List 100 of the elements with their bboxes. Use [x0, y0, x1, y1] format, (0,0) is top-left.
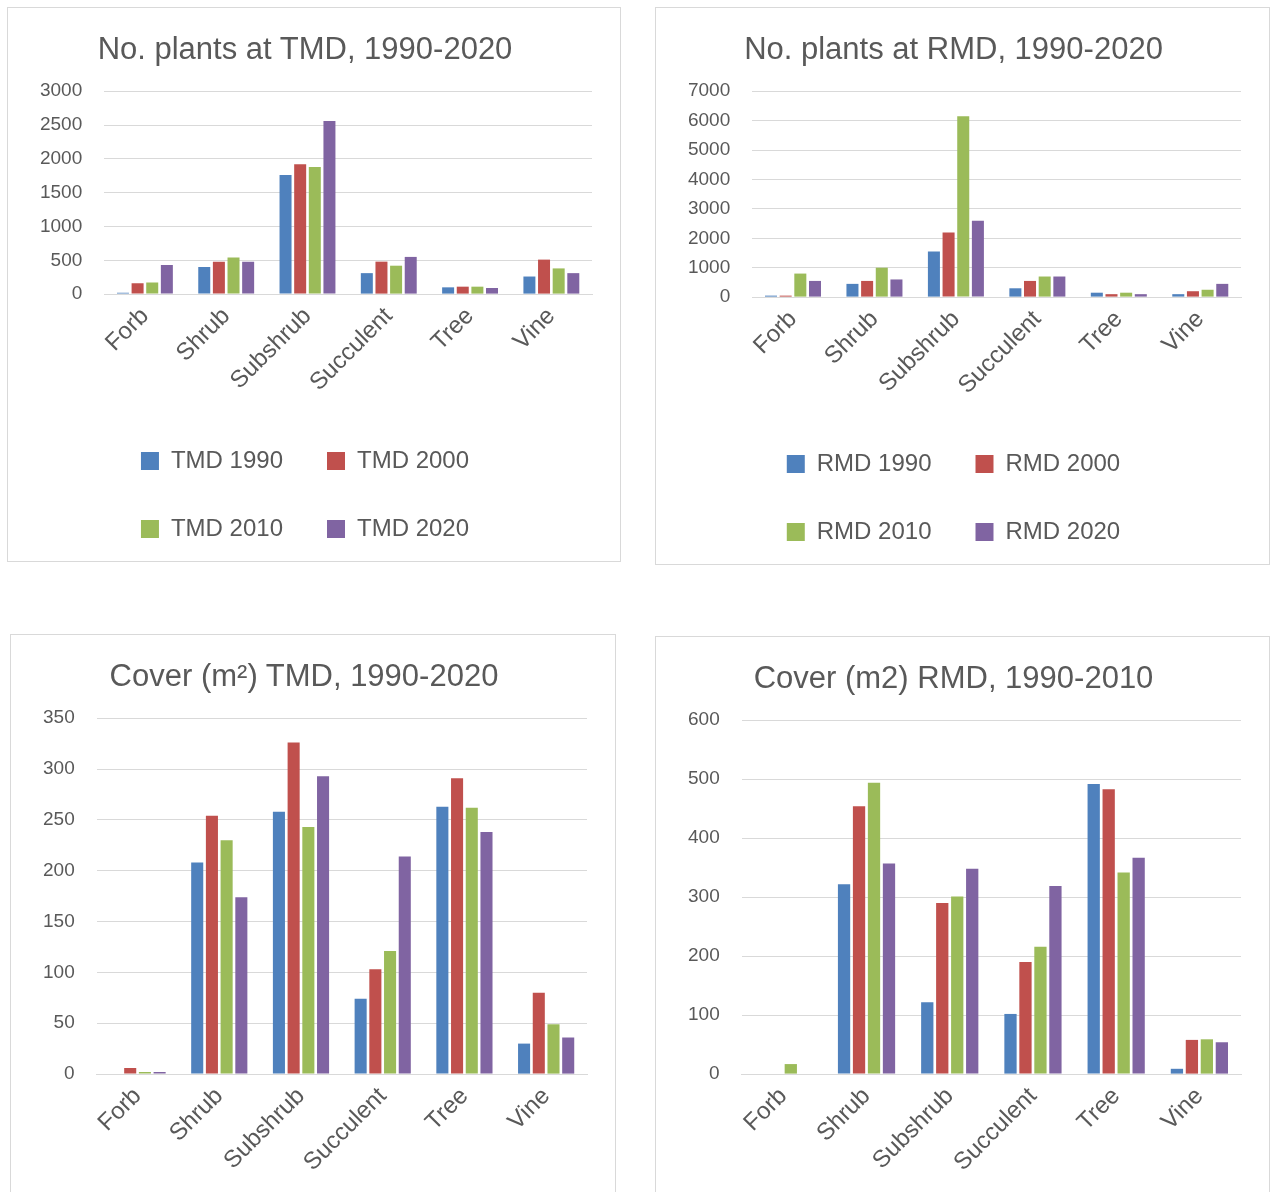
bar	[124, 1068, 137, 1074]
y-tick-label: 150	[43, 909, 75, 931]
bar	[272, 811, 285, 1074]
y-tick-label: 600	[688, 708, 720, 730]
bar	[398, 856, 411, 1074]
bar	[354, 998, 367, 1074]
y-tick-label: 0	[709, 1062, 720, 1084]
bar	[846, 283, 859, 297]
bar	[442, 287, 455, 294]
y-tick-label: 200	[43, 858, 75, 880]
bar	[936, 903, 949, 1074]
bar	[523, 276, 536, 294]
y-tick-label: 500	[50, 248, 83, 270]
y-tick-label: 500	[688, 767, 720, 789]
y-tick-label: 250	[43, 808, 75, 830]
y-tick-label: 200	[688, 944, 720, 966]
bar	[784, 1064, 797, 1074]
bar	[567, 273, 580, 294]
chart-title: No. plants at TMD, 1990-2020	[97, 31, 513, 67]
bar	[384, 951, 397, 1074]
bar	[942, 232, 955, 297]
bar	[360, 273, 373, 294]
bar	[1049, 885, 1062, 1074]
legend-label: RMD 1990	[816, 448, 932, 476]
bar	[927, 251, 940, 297]
bar	[852, 806, 866, 1074]
y-tick-label: 350	[43, 706, 75, 728]
bar	[1105, 294, 1118, 297]
bar	[131, 283, 144, 294]
bar	[235, 897, 248, 1074]
x-tick-label: Vine	[506, 301, 560, 355]
bar	[1053, 276, 1066, 297]
x-tick-label: Tree	[1073, 304, 1128, 358]
y-tick-label: 1000	[39, 214, 83, 236]
x-tick-label: Tree	[419, 1081, 473, 1135]
legend-label: RMD 2010	[816, 516, 932, 544]
legend-label: TMD 2020	[357, 513, 470, 541]
bar	[1134, 294, 1147, 297]
bar	[1009, 288, 1022, 297]
bar	[375, 261, 388, 294]
y-tick-label: 3000	[39, 79, 83, 101]
bar	[971, 220, 984, 297]
bar	[921, 1002, 934, 1074]
y-tick-label: 50	[53, 1011, 75, 1033]
bar	[1034, 946, 1047, 1074]
y-tick-label: 0	[719, 285, 731, 307]
x-tick-label: Vine	[501, 1081, 555, 1135]
bar	[294, 164, 307, 294]
y-tick-label: 400	[688, 826, 720, 848]
y-tick-label: 5000	[687, 138, 731, 160]
bar	[532, 992, 545, 1074]
y-tick-label: 100	[688, 1003, 720, 1025]
bar	[1172, 294, 1185, 297]
bar	[465, 807, 478, 1074]
bar	[882, 863, 896, 1074]
legend-label: RMD 2000	[1005, 448, 1121, 476]
y-tick-label: 4000	[687, 167, 731, 189]
bar	[1132, 857, 1145, 1074]
bar	[227, 257, 240, 294]
bar	[966, 868, 979, 1074]
bar	[1120, 292, 1133, 297]
y-tick-label: 100	[43, 960, 75, 982]
bar	[547, 1024, 560, 1074]
bar	[1087, 783, 1100, 1074]
bar	[1201, 289, 1214, 297]
y-tick-label: 2000	[687, 226, 731, 248]
bar	[861, 280, 874, 297]
bar	[552, 268, 565, 294]
bar	[302, 827, 315, 1074]
bar	[317, 776, 330, 1074]
bar	[191, 862, 204, 1074]
y-tick-label: 0	[71, 282, 83, 304]
bar	[471, 286, 484, 294]
bar	[1038, 276, 1051, 297]
bar	[220, 840, 233, 1074]
bar	[279, 175, 292, 294]
bar	[205, 815, 218, 1074]
bar	[323, 120, 336, 294]
y-tick-label: 0	[64, 1062, 75, 1084]
legend-label: TMD 2010	[170, 513, 283, 541]
bar	[1216, 283, 1229, 297]
bar	[456, 286, 469, 294]
bar	[890, 279, 903, 297]
bar	[951, 896, 964, 1074]
y-tick-label: 7000	[687, 79, 731, 101]
legend-label: RMD 2020	[1005, 516, 1121, 544]
bar	[390, 265, 403, 294]
y-tick-label: 300	[688, 885, 720, 907]
bar	[1004, 1013, 1017, 1074]
x-tick-label: Tree	[424, 301, 479, 355]
bar	[562, 1037, 575, 1074]
bar	[146, 282, 159, 294]
bar	[212, 261, 225, 294]
bar	[1024, 280, 1037, 297]
bar	[242, 261, 255, 294]
chart-title: Cover (m²) TMD, 1990-2020	[109, 658, 499, 694]
bar	[808, 280, 821, 297]
legend-label: TMD 1990	[170, 445, 283, 473]
bar	[794, 273, 807, 297]
legend-label: TMD 2000	[357, 445, 470, 473]
